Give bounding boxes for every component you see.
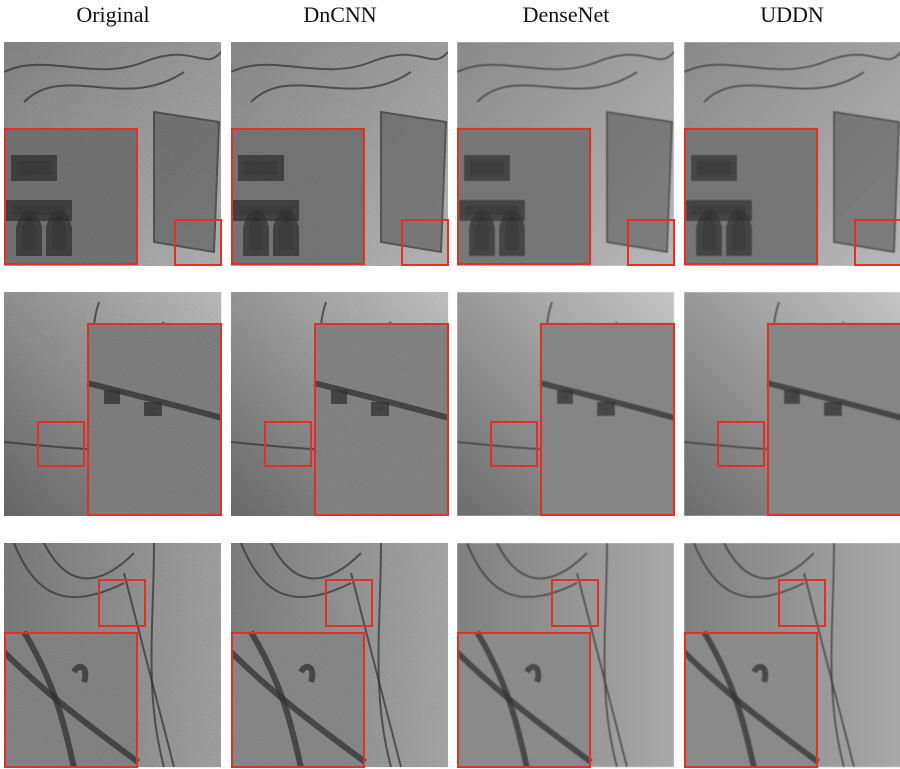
image	[684, 292, 900, 516]
zoom-structure	[49, 213, 69, 253]
figure: Original DnCNN DenseNet UDDN	[0, 0, 900, 769]
image	[457, 292, 675, 516]
zoom-structure	[374, 405, 386, 413]
image	[231, 292, 449, 516]
zoom-structure	[246, 213, 266, 253]
zoom-structure	[729, 213, 749, 253]
zoom-structure	[467, 158, 507, 178]
zoom-structure	[502, 213, 522, 253]
zoom-structure	[560, 393, 570, 401]
zoom-inset	[767, 323, 900, 516]
zoom-structure	[472, 213, 492, 253]
zoom-structure	[14, 158, 54, 178]
zoom-structure	[827, 405, 839, 413]
zoom-structure	[276, 213, 296, 253]
structure	[154, 112, 219, 252]
image-panel	[457, 292, 675, 516]
column-header: Original	[76, 2, 149, 27]
zoom-inset	[87, 323, 222, 516]
column-header: UDDN	[760, 2, 824, 27]
structure	[381, 112, 446, 252]
image-panel	[684, 543, 900, 768]
image-panel	[684, 42, 900, 266]
image-panel	[231, 292, 449, 516]
column-header: DenseNet	[523, 2, 610, 27]
zoom-structure	[19, 213, 39, 253]
structure	[834, 112, 899, 252]
zoom-structure	[334, 393, 344, 401]
column-header: DnCNN	[303, 2, 376, 27]
zoom-structure	[600, 405, 612, 413]
image	[231, 543, 448, 768]
image-panel	[231, 543, 448, 768]
zoom-structure	[699, 213, 719, 253]
zoom-structure	[694, 158, 734, 178]
image-panel	[684, 292, 900, 516]
image	[4, 543, 221, 768]
zoom-structure	[241, 158, 281, 178]
image	[457, 42, 674, 266]
zoom-inset	[540, 323, 675, 516]
zoom-structure	[147, 405, 159, 413]
image	[684, 543, 900, 768]
zoom-inset	[314, 323, 449, 516]
image-panel	[457, 543, 674, 768]
image-panel	[231, 42, 448, 266]
image	[4, 292, 222, 516]
zoom-structure	[787, 393, 797, 401]
image	[684, 42, 900, 266]
image	[457, 543, 674, 768]
image-panel	[4, 292, 222, 516]
image-panel	[4, 42, 221, 266]
image-panel	[457, 42, 674, 266]
image	[231, 42, 448, 266]
column-headers: Original DnCNN DenseNet UDDN	[76, 2, 824, 27]
zoom-structure	[107, 393, 117, 401]
image	[4, 42, 221, 266]
structure	[607, 112, 672, 252]
image-panel	[4, 543, 221, 768]
